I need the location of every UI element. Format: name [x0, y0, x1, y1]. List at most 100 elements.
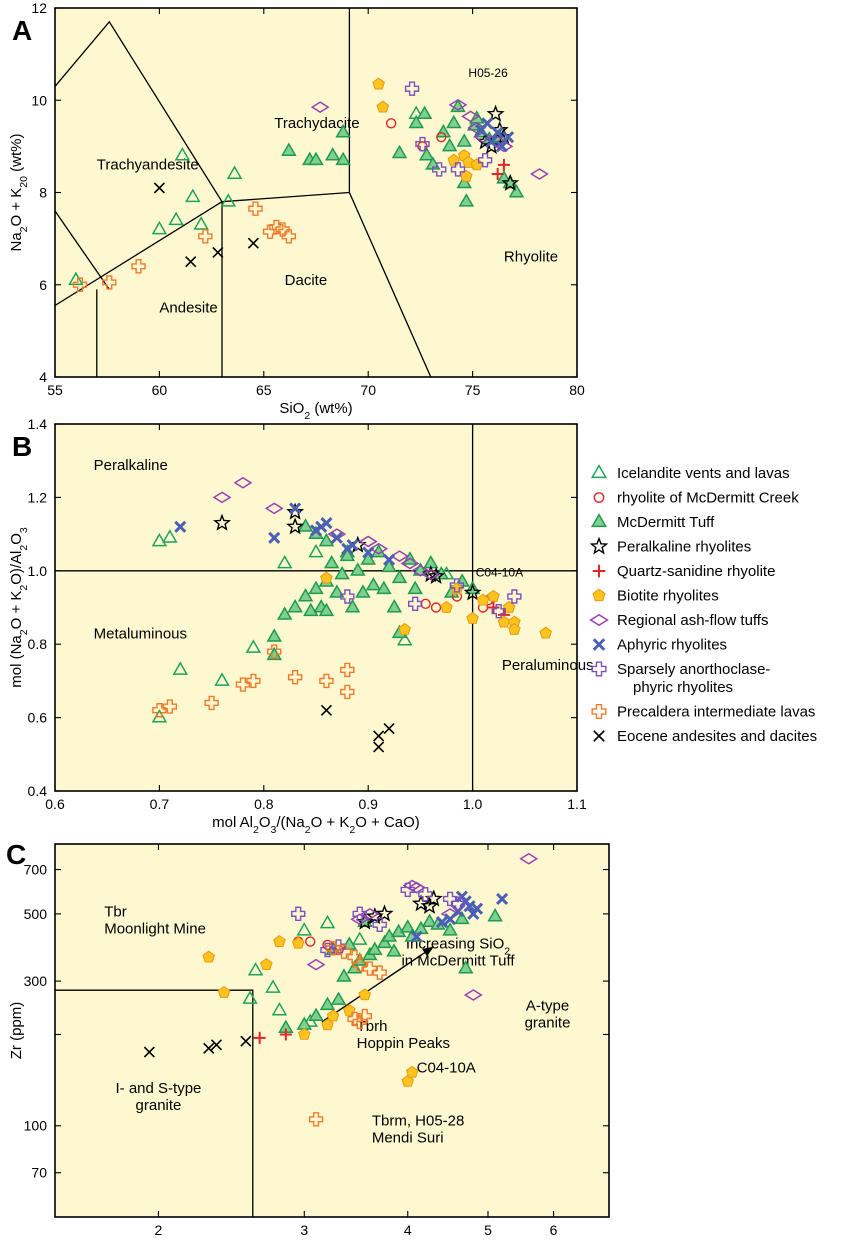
anorthoclase-point — [407, 596, 423, 612]
mcdermitt-tuff-point — [297, 518, 314, 532]
biotite-point — [372, 77, 385, 90]
plot-area — [54, 843, 610, 1218]
mcdermitt-creek-point — [305, 936, 316, 947]
annotation-label: C04-10A — [417, 1059, 476, 1076]
mcdermitt-tuff-point — [381, 558, 397, 573]
eocene-point — [212, 246, 224, 259]
mcdermitt-tuff-point — [508, 183, 525, 198]
ash-flow-point — [461, 110, 480, 123]
y-tick-label: 10 — [31, 92, 47, 108]
mcdermitt-tuff-point — [276, 606, 293, 620]
icelandite-point — [242, 990, 258, 1004]
aphyric-point — [320, 517, 333, 530]
annotation-label: Tbr — [104, 904, 127, 921]
peralkaline-point — [420, 896, 439, 914]
mcdermitt-tuff-point — [408, 114, 424, 129]
field-label: I- and S-type — [116, 1080, 202, 1097]
field-lines — [55, 8, 432, 377]
ash-flow-point — [519, 852, 539, 865]
field-boundary — [55, 989, 254, 1217]
mcdermitt-tuff-point — [330, 991, 347, 1005]
aphyric-point — [470, 902, 484, 915]
mcdermitt-tuff-point — [319, 996, 336, 1011]
y-tick-label: 4 — [39, 369, 47, 385]
aphyric-point — [174, 520, 187, 533]
mcdermitt-creek-point — [430, 602, 442, 613]
mcdermitt-tuff-point — [339, 547, 356, 562]
y-tick-label: 100 — [24, 1118, 48, 1134]
ash-flow-point — [473, 131, 493, 144]
anorthoclase-point — [491, 603, 506, 619]
anorthoclase-point — [291, 906, 306, 922]
peralkaline-point — [463, 583, 482, 601]
ash-flow-point — [448, 98, 468, 111]
mcdermitt-tuff-point — [391, 569, 408, 584]
ash-flow-point — [360, 907, 380, 920]
mcdermitt-tuff-point — [442, 922, 458, 936]
precaldera-point — [340, 662, 355, 678]
icelandite-point — [351, 931, 368, 945]
precaldera-point — [319, 673, 334, 689]
panel-letter: C — [6, 839, 26, 870]
mcdermitt-tuff-point — [297, 587, 314, 602]
icelandite-point — [168, 211, 184, 226]
y-tick-label: 500 — [24, 906, 48, 922]
aphyric-point — [495, 140, 508, 153]
mcdermitt-tuff-point — [456, 133, 472, 147]
x-tick-label: 65 — [256, 382, 272, 398]
legend-label: McDermitt Tuff — [617, 514, 715, 531]
eocene-point — [153, 182, 165, 194]
y-tick-label: 0.6 — [28, 710, 48, 726]
aphyric-point — [268, 531, 281, 544]
mcdermitt-tuff-point — [496, 170, 512, 184]
legend-label: Precaldera intermediate lavas — [617, 704, 815, 721]
aphyric-point — [289, 502, 302, 515]
anorthoclase-point — [331, 939, 346, 954]
x-tick-label: 70 — [360, 382, 376, 398]
y-axis-label: mol (Na2O + K2O)/Al2O3 — [8, 527, 30, 688]
aphyric-point — [330, 531, 343, 544]
legend-label: Regional ash-flow tuffs — [617, 612, 768, 629]
y-tick-label: 1.2 — [28, 489, 48, 505]
legend-symbol-biotite — [592, 588, 606, 602]
eocene-point — [143, 1046, 155, 1058]
mcdermitt-tuff-point — [324, 147, 341, 161]
precaldera-point — [357, 1008, 373, 1024]
y-tick-label: 6 — [39, 277, 47, 293]
biotite-point — [260, 957, 273, 970]
mcdermitt-tuff-point — [335, 151, 351, 166]
field-label: Peralkaline — [94, 457, 168, 474]
mcdermitt-tuff-point — [456, 174, 472, 189]
mcdermitt-tuff-point — [458, 960, 474, 974]
anorthoclase-point — [418, 887, 433, 902]
precaldera-point — [281, 229, 297, 244]
mcdermitt-tuff-point — [458, 193, 475, 207]
mcdermitt-tuff-point — [344, 598, 361, 613]
field-label: Trachydacite — [274, 115, 359, 132]
x-tick-label: 55 — [47, 382, 63, 398]
precaldera-point — [362, 961, 378, 976]
biotite-point — [376, 100, 390, 113]
mcdermitt-tuff-point — [335, 124, 351, 138]
quartz-sanidine-point — [253, 1031, 266, 1044]
x-tick-label: 75 — [465, 382, 481, 398]
mcdermitt-tuff-point — [365, 576, 382, 591]
eocene-point — [203, 1042, 215, 1054]
eocene-point — [383, 723, 395, 735]
biotite-point — [460, 169, 473, 182]
precaldera-point — [372, 965, 387, 980]
icelandite-point — [271, 1001, 288, 1016]
eocene-point — [185, 256, 197, 268]
anorthoclase-point — [404, 81, 420, 96]
peralkaline-point — [286, 502, 305, 520]
legend-symbol-anorthoclase — [591, 661, 607, 677]
icelandite-point — [193, 216, 209, 230]
icelandite-point — [185, 188, 201, 203]
aphyric-point — [502, 131, 515, 144]
biotite-point — [321, 1018, 334, 1031]
biotite-point — [502, 600, 516, 613]
mcdermitt-tuff-point — [266, 628, 282, 642]
mcdermitt-tuff-point — [303, 602, 319, 617]
eocene-point — [247, 237, 259, 249]
biotite-point — [508, 622, 521, 635]
